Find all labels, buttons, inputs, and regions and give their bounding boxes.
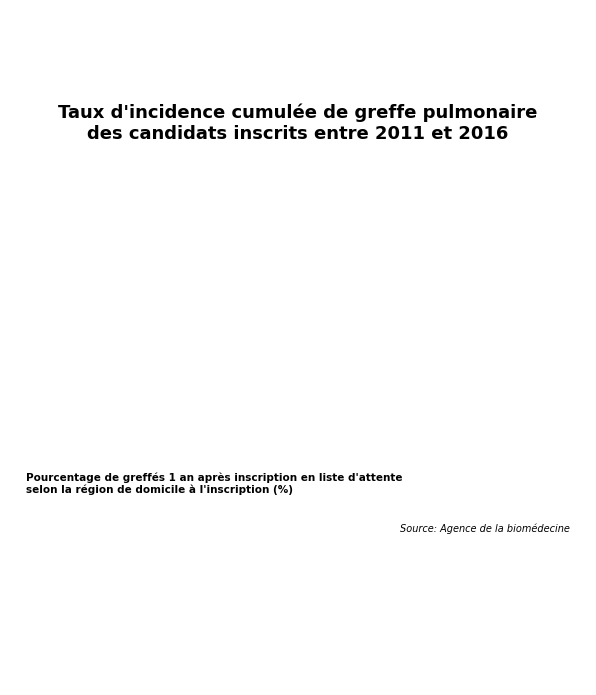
Text: Pourcentage de greffés 1 an après inscription en liste d'attente
selon la région: Pourcentage de greffés 1 an après inscri… [26,472,403,495]
Text: Source: Agence de la biomédecine: Source: Agence de la biomédecine [400,524,570,534]
Title: Taux d'incidence cumulée de greffe pulmonaire
des candidats inscrits entre 2011 : Taux d'incidence cumulée de greffe pulmo… [58,104,538,143]
